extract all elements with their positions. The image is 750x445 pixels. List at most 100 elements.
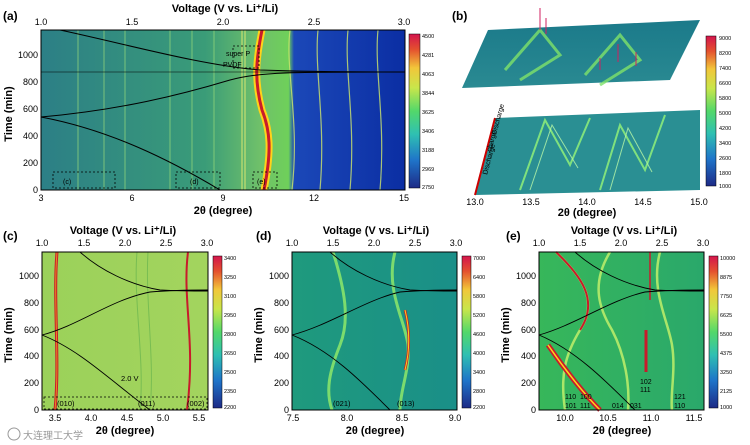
peak-label: 111 (580, 403, 591, 410)
colorbar-tick: 3400 (719, 141, 731, 147)
panel-d-y-ticks: 0 200 400 600 800 1000 (269, 271, 289, 415)
x-tick: 5.5 (193, 413, 206, 423)
x-tick: 15 (399, 193, 409, 203)
peak-label: 100 (580, 394, 592, 401)
panel-d-colorbar: 7000 6400 5800 5200 4600 4000 3400 2800 … (461, 255, 485, 411)
panel-c-top-ticks: 1.0 1.5 2.0 2.5 3.0 (36, 238, 214, 248)
x-tick: 12 (309, 193, 319, 203)
colorbar-tick: 4200 (719, 126, 731, 132)
y-tick: 200 (274, 378, 289, 388)
panel-b-surface-bottom: Discharge charge Discharge (474, 103, 700, 196)
y-tick: 800 (521, 298, 536, 308)
panel-c: (c) Voltage (V vs. Li⁺/Li) 1.0 1.5 2.0 2… (3, 225, 236, 437)
y-tick: 600 (521, 325, 536, 335)
colorbar-tick: 8875 (720, 275, 732, 281)
y-tick: 800 (24, 298, 39, 308)
colorbar-tick: 2200 (473, 405, 485, 411)
y-tick: 400 (24, 351, 39, 361)
colorbar-tick: 7000 (473, 256, 485, 262)
panel-a-plot: (c) (d) (e) super P PVDF (40, 29, 406, 191)
top-tick: 3.0 (398, 17, 411, 27)
panel-e-top-ticks: 1.0 1.5 2.0 2.5 3.0 (533, 238, 710, 248)
box-label-d: (d) (190, 179, 199, 186)
panel-e-colorbar: 10000 8875 7750 6625 5500 4375 3250 2125… (708, 255, 735, 411)
colorbar-tick: 2950 (224, 313, 236, 319)
x-tick: 15.0 (690, 197, 708, 207)
top-tick: 1.5 (574, 238, 587, 248)
annotation-2v: 2.0 V (121, 374, 139, 383)
panel-c-label: (c) (3, 229, 18, 243)
panel-b: (b) Discharge c (452, 8, 731, 219)
top-tick: 2.5 (409, 238, 422, 248)
top-tick: 2.0 (368, 238, 381, 248)
colorbar-tick: 3250 (224, 275, 236, 281)
colorbar-tick: 1000 (720, 405, 732, 411)
panel-b-colorbar: 9000 8200 7400 6600 5800 5000 4200 3400 … (705, 35, 731, 190)
x-tick: 11.5 (686, 413, 703, 423)
y-tick: 1000 (19, 271, 39, 281)
y-tick: 200 (24, 378, 39, 388)
peak-label: 111 (640, 387, 651, 394)
peak-label: 102 (640, 379, 652, 386)
x-tick: 13.0 (466, 197, 484, 207)
watermark: 大连理工大学 (7, 427, 83, 442)
colorbar-tick: 2125 (720, 389, 732, 395)
colorbar-tick: 5800 (719, 96, 731, 102)
panel-a: (a) Voltage (V vs. Li⁺/Li) 1.0 1.5 2.0 2… (3, 3, 434, 217)
panel-a-ylabel: Time (min) (3, 86, 15, 142)
top-tick: 3.0 (201, 238, 214, 248)
colorbar-tick: 2750 (422, 185, 434, 191)
panel-a-x-ticks: 3 6 9 12 15 (38, 193, 409, 203)
colorbar-tick: 3100 (224, 294, 236, 300)
colorbar-tick: 3250 (720, 370, 732, 376)
colorbar-tick: 1000 (719, 184, 731, 190)
panel-d: (d) Voltage (V vs. Li⁺/Li) 1.0 1.5 2.0 2… (253, 225, 485, 437)
peak-label: 101 (565, 403, 577, 410)
peak-label: 121 (674, 394, 686, 401)
y-tick: 200 (23, 158, 38, 168)
panel-b-surface-top (462, 8, 700, 88)
top-tick: 2.0 (615, 238, 628, 248)
colorbar-tick: 6600 (719, 81, 731, 87)
top-tick: 1.5 (126, 17, 139, 27)
top-tick: 3.0 (697, 238, 710, 248)
colorbar-tick: 1800 (719, 171, 731, 177)
top-tick: 1.5 (78, 238, 91, 248)
panel-c-xlabel: 2θ (degree) (96, 425, 155, 437)
panel-c-top-title: Voltage (V vs. Li⁺/Li) (70, 225, 177, 237)
x-tick: 4.0 (85, 413, 98, 423)
panel-c-colorbar: 3400 3250 3100 2950 2800 2650 2500 2350 … (212, 255, 236, 411)
y-tick: 400 (274, 351, 289, 361)
colorbar-tick: 8200 (719, 51, 731, 57)
annotation-super-p: super P (226, 51, 250, 58)
colorbar-tick: 4500 (422, 34, 434, 40)
panel-d-plot: (021) (013) (291, 251, 458, 411)
box-label-e: (e) (257, 179, 266, 186)
colorbar-tick: 3625 (422, 110, 434, 116)
top-tick: 2.5 (308, 17, 321, 27)
colorbar-tick: 5000 (719, 111, 731, 117)
x-tick: 3.5 (49, 413, 62, 423)
peak-label-021: (021) (333, 399, 351, 408)
peak-label-011: (011) (138, 399, 155, 408)
colorbar-tick: 4600 (473, 332, 485, 338)
panel-b-label: (b) (452, 9, 467, 23)
top-tick: 1.0 (286, 238, 299, 248)
colorbar-tick: 6625 (720, 313, 732, 319)
peak-label: 031 (630, 403, 642, 410)
panel-a-y-ticks: 0 200 400 600 800 1000 (18, 50, 38, 195)
x-tick: 8.0 (341, 413, 354, 423)
top-tick: 3.0 (450, 238, 463, 248)
x-tick: 10.5 (599, 413, 617, 423)
y-tick: 600 (274, 325, 289, 335)
panel-e: (e) Voltage (V vs. Li⁺/Li) 1.0 1.5 2.0 2… (500, 225, 735, 437)
colorbar-tick: 2650 (224, 351, 236, 357)
colorbar-tick: 4063 (422, 72, 434, 78)
top-tick: 1.0 (35, 17, 48, 27)
y-tick: 0 (284, 405, 289, 415)
colorbar-tick: 10000 (720, 256, 735, 262)
y-tick: 1000 (516, 271, 536, 281)
top-tick: 2.0 (119, 238, 132, 248)
top-tick: 2.5 (656, 238, 669, 248)
x-tick: 13.5 (522, 197, 540, 207)
